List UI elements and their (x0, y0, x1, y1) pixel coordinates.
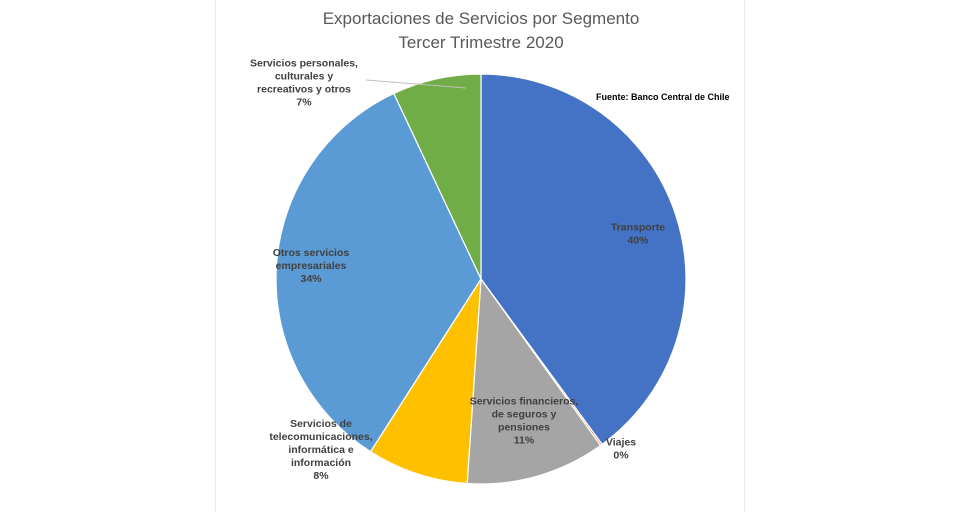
pie-slices (275, 73, 687, 485)
pie-slice-servicios-financieros-de-seguros-y-pensiones (466, 277, 602, 485)
pie-chart: Exportaciones de Servicios por Segmento … (250, 9, 730, 485)
slice-name-label: Servicios financieros, (470, 396, 579, 408)
slice-name-label: recreativos y otros (257, 84, 351, 96)
slice-name-label: Otros servicios (273, 247, 350, 259)
slice-name-label: de seguros y (492, 409, 557, 421)
leader-lines (365, 79, 467, 453)
chart-area: Exportaciones de Servicios por Segmento … (215, 0, 745, 512)
slice-name-label: pensiones (498, 422, 550, 434)
slice-percent-label: 11% (514, 435, 535, 447)
chart-title-line-1: Exportaciones de Servicios por Segmento (323, 9, 640, 28)
slice-percent-label: 40% (627, 235, 649, 247)
slice-name-label: culturales y (275, 71, 334, 83)
pie-slice-otros-servicios-empresariales (275, 92, 482, 453)
slice-percent-label: 7% (296, 97, 312, 109)
slice-percent-label: 0% (613, 450, 629, 462)
slice-name-label: información (291, 457, 351, 469)
slice-name-label: Servicios personales, (250, 58, 358, 70)
source-note: Fuente: Banco Central de Chile (596, 92, 730, 102)
slice-name-label: empresariales (276, 260, 347, 272)
pie-slice-transporte (480, 73, 687, 446)
slice-percent-label: 8% (313, 470, 329, 482)
slice-percent-label: 34% (300, 273, 322, 285)
slice-name-label: Transporte (611, 222, 665, 234)
slice-name-label: informática e (288, 444, 354, 456)
pie-slice-servicios-personales-culturales-y-recreativos-y-otros (393, 73, 482, 280)
leader-line (365, 79, 467, 89)
slice-name-label: Servicios de (290, 418, 352, 430)
slice-name-label: Viajes (606, 437, 636, 449)
chart-title-line-2: Tercer Trimestre 2020 (398, 33, 563, 52)
pie-slice-servicios-de-telecomunicaciones-inform-tica-e-informaci-n (369, 278, 482, 485)
slice-name-label: telecomunicaciones, (269, 431, 372, 443)
